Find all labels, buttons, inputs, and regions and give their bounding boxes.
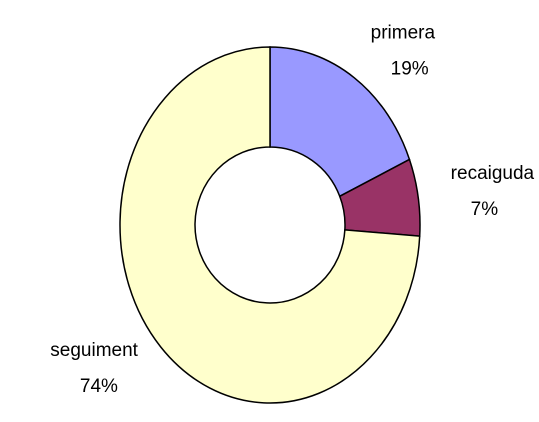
slice-label: primera bbox=[371, 22, 436, 43]
slice-value-label: 74% bbox=[80, 376, 118, 397]
donut-slice bbox=[119, 46, 421, 404]
slice-label: seguiment bbox=[50, 340, 138, 361]
donut-slice bbox=[269, 46, 411, 198]
slice-value-label: 7% bbox=[471, 199, 499, 220]
slice-label: recaiguda bbox=[451, 163, 535, 184]
slice-value-label: 19% bbox=[391, 58, 429, 79]
